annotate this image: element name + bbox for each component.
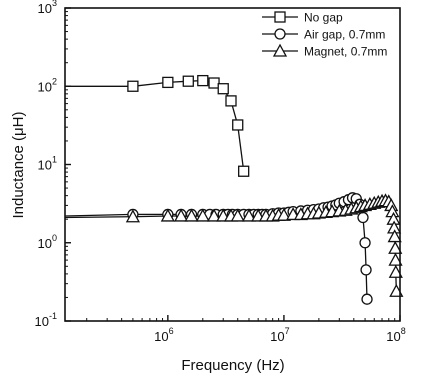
legend-marker-circle (274, 28, 286, 40)
data-point-triangle (241, 208, 257, 222)
series-line-square (65, 79, 245, 172)
data-point-circle (361, 293, 373, 305)
data-point-square (217, 83, 229, 95)
y-tick-label: 100 (38, 233, 57, 251)
x-axis-label: Frequency (Hz) (181, 357, 284, 374)
data-point-circle (359, 237, 371, 249)
data-point-square (225, 95, 237, 107)
data-point-triangle (388, 264, 403, 278)
y-tick-label: 102 (38, 76, 57, 94)
data-point-triangle (388, 252, 403, 266)
data-point-triangle (387, 229, 402, 243)
axis-ticks: 10-1 100 101 102 103 106 107 108 (35, 0, 406, 344)
data-point-square (162, 76, 174, 89)
data-point-square (208, 77, 220, 89)
data-point-circle (360, 264, 372, 276)
data-point-square (127, 80, 139, 92)
legend: No gap Air gap, 0.7mm Magnet, 0.7mm (262, 11, 387, 59)
y-axis-label: Inductance (μH) (10, 111, 27, 218)
legend-marker-square (274, 11, 286, 23)
x-tick-label: 106 (154, 326, 173, 344)
data-point-square (197, 74, 209, 87)
data-point-triangle (160, 208, 175, 222)
data-point-square (232, 119, 244, 131)
data-point-triangle (206, 208, 222, 222)
y-tick-label: 103 (38, 0, 57, 16)
data-point-triangle (173, 208, 189, 222)
data-point-square (182, 75, 194, 87)
data-point-triangle (125, 209, 141, 223)
legend-label: Magnet, 0.7mm (304, 45, 387, 59)
y-tick-label: 101 (38, 155, 57, 173)
data-point-circle (357, 211, 369, 224)
data-point-square (238, 165, 250, 177)
data-markers (125, 74, 404, 305)
plot-area (64, 79, 397, 300)
data-point-triangle (184, 208, 199, 222)
data-point-triangle (276, 207, 292, 221)
x-tick-label: 108 (386, 326, 405, 344)
data-point-triangle (195, 208, 210, 222)
y-tick-label: 10-1 (35, 311, 57, 329)
legend-label: No gap (304, 11, 343, 25)
x-tick-label: 107 (270, 326, 289, 344)
data-point-triangle (230, 208, 245, 222)
legend-label: Air gap, 0.7mm (304, 28, 385, 42)
legend-marker-triangle (272, 43, 288, 57)
